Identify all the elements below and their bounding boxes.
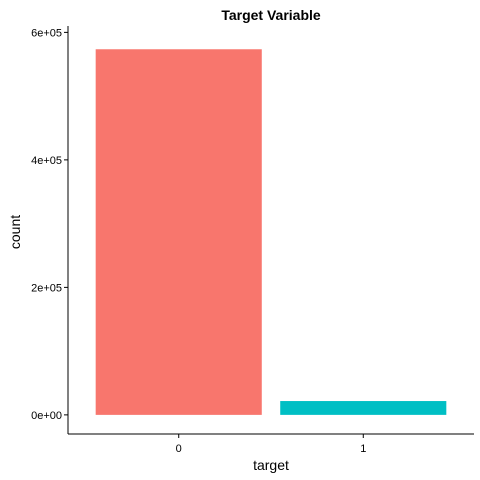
x-axis-label: target — [253, 457, 289, 473]
y-tick-label: 2e+05 — [31, 282, 62, 294]
y-tick-label: 4e+05 — [31, 155, 62, 167]
bars-group — [95, 49, 447, 415]
bar-1 — [280, 401, 447, 415]
bar-0 — [95, 49, 262, 415]
chart-title: Target Variable — [221, 7, 321, 23]
x-tick-label: 1 — [360, 443, 366, 455]
y-ticks-group: 0e+00 2e+05 4e+05 6e+05 — [31, 27, 68, 422]
y-tick-label: 6e+05 — [31, 27, 62, 39]
y-axis-label: count — [7, 215, 23, 249]
x-tick-label: 0 — [176, 443, 182, 455]
y-tick-label: 0e+00 — [31, 410, 62, 422]
